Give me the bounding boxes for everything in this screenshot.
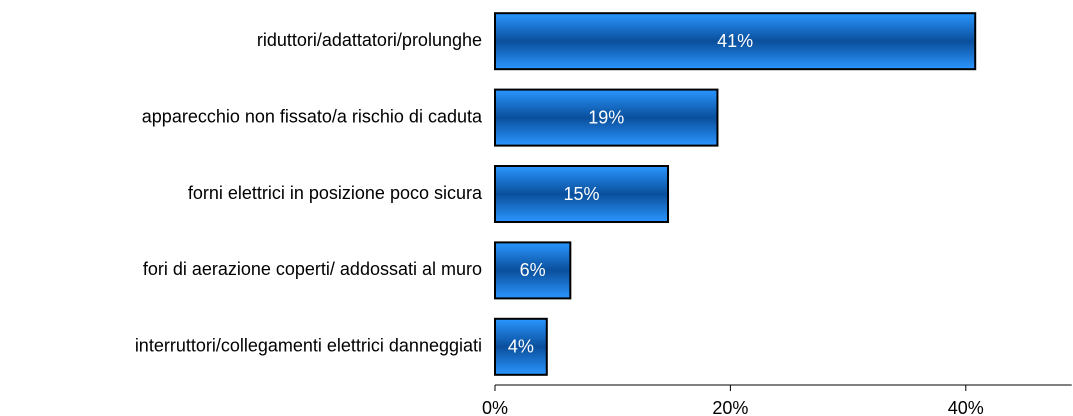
data-label: 19% — [588, 107, 624, 127]
bar — [494, 12, 977, 71]
data-label: 41% — [717, 31, 753, 51]
x-tick-label: 20% — [712, 398, 748, 416]
category-label: riduttori/adattatori/prolunghe — [257, 30, 482, 50]
bar — [494, 317, 548, 376]
data-label: 6% — [520, 260, 546, 280]
category-label: fori di aerazione coperti/ addossati al … — [143, 259, 482, 279]
category-label: apparecchio non fissato/a rischio di cad… — [142, 106, 483, 126]
data-label: 15% — [563, 184, 599, 204]
category-label: forni elettrici in posizione poco sicura — [188, 183, 483, 203]
x-tick-label: 40% — [948, 398, 984, 416]
category-label: interruttori/collegamenti elettrici dann… — [135, 336, 482, 356]
bar — [494, 165, 670, 223]
x-tick-label: 0% — [482, 398, 508, 416]
bar — [494, 88, 719, 147]
data-label: 4% — [508, 337, 534, 357]
bar — [494, 241, 572, 300]
